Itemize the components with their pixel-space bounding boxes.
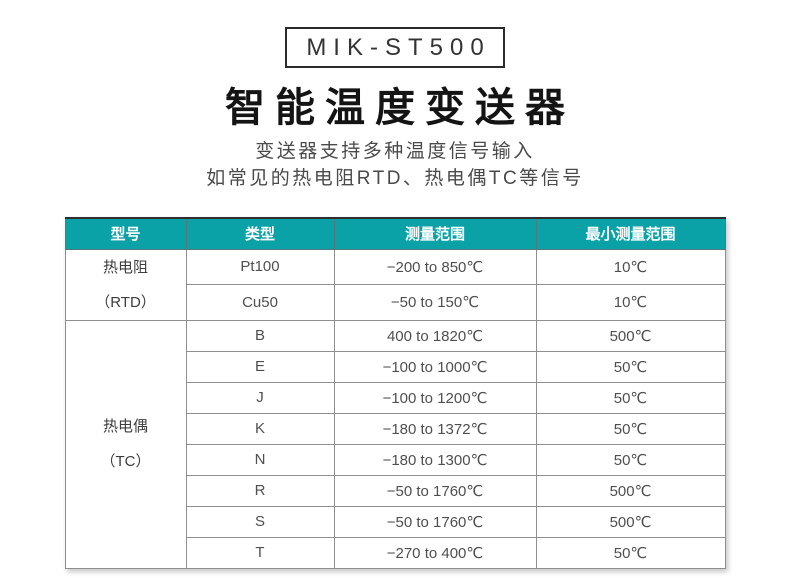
table-row-j: J −100 to 1200℃ 50℃ bbox=[65, 381, 726, 414]
type-cell: T bbox=[185, 536, 335, 569]
range-cell: −50 to 1760℃ bbox=[333, 505, 537, 538]
model-number: MIK-ST500 bbox=[306, 33, 491, 61]
table-row-n: N −180 to 1300℃ 50℃ bbox=[65, 443, 726, 476]
type-cell: K bbox=[185, 412, 335, 445]
type-cell: E bbox=[185, 350, 335, 383]
table-row-t: T −270 to 400℃ 50℃ bbox=[65, 536, 726, 569]
range-cell: −200 to 850℃ bbox=[333, 248, 537, 285]
col-header-model: 型号 bbox=[64, 217, 187, 250]
range-cell: −270 to 400℃ bbox=[333, 536, 537, 569]
subtitle-line-1: 变送器支持多种温度信号输入 bbox=[255, 141, 535, 162]
range-cell: −100 to 1200℃ bbox=[333, 381, 537, 414]
min-range-cell: 50℃ bbox=[535, 381, 726, 414]
table-row-cu50: Cu50 −50 to 150℃ 10℃ bbox=[65, 284, 726, 321]
range-cell: −180 to 1300℃ bbox=[333, 443, 537, 476]
table-row-s: S −50 to 1760℃ 500℃ bbox=[65, 505, 726, 538]
type-cell: J bbox=[185, 381, 335, 414]
type-cell: B bbox=[185, 319, 335, 352]
min-range-cell: 50℃ bbox=[535, 350, 726, 383]
min-range-cell: 50℃ bbox=[535, 412, 726, 445]
model-cell-tc: 热电偶 （TC） bbox=[64, 319, 187, 569]
min-range-cell: 500℃ bbox=[535, 319, 726, 352]
spec-table: 型号 类型 测量范围 最小测量范围 热电阻 （RTD） Pt100 −200 t… bbox=[64, 217, 726, 569]
table-row-b: 热电偶 （TC） B 400 to 1820℃ 500℃ bbox=[64, 319, 726, 569]
col-header-range: 测量范围 bbox=[333, 217, 537, 250]
range-cell: −50 to 150℃ bbox=[333, 284, 537, 321]
model-cell-rtd-line2: （RTD） bbox=[95, 293, 156, 311]
model-cell-rtd-line1: 热电阻 bbox=[102, 258, 148, 276]
table-row-e: E −100 to 1000℃ 50℃ bbox=[65, 350, 726, 383]
col-header-type: 类型 bbox=[185, 217, 335, 250]
type-cell: S bbox=[185, 505, 335, 538]
subtitle-line-2: 如常见的热电阻RTD、热电偶TC等信号 bbox=[206, 168, 584, 189]
min-range-cell: 10℃ bbox=[535, 284, 726, 321]
model-badge: MIK-ST500 bbox=[285, 27, 505, 68]
type-cell: Cu50 bbox=[185, 284, 335, 321]
table-header-row: 型号 类型 测量范围 最小测量范围 bbox=[64, 217, 726, 250]
page-title: 智能温度变送器 bbox=[225, 86, 575, 130]
range-cell: 400 to 1820℃ bbox=[333, 319, 537, 352]
table-row-k: K −180 to 1372℃ 50℃ bbox=[65, 412, 726, 445]
col-header-min-range: 最小测量范围 bbox=[535, 217, 726, 250]
type-cell: Pt100 bbox=[185, 248, 335, 285]
min-range-cell: 500℃ bbox=[535, 474, 726, 507]
model-cell-tc-line2: （TC） bbox=[100, 453, 151, 470]
min-range-cell: 10℃ bbox=[535, 248, 726, 285]
range-cell: −50 to 1760℃ bbox=[333, 474, 537, 507]
min-range-cell: 50℃ bbox=[535, 443, 726, 476]
model-cell-rtd: 热电阻 （RTD） bbox=[64, 248, 187, 321]
type-cell: N bbox=[185, 443, 335, 476]
range-cell: −180 to 1372℃ bbox=[333, 412, 537, 445]
type-cell: R bbox=[185, 474, 335, 507]
min-range-cell: 500℃ bbox=[535, 505, 726, 538]
table-row-r: R −50 to 1760℃ 500℃ bbox=[65, 474, 726, 507]
model-cell-tc-line1: 热电偶 bbox=[102, 418, 148, 435]
range-cell: −100 to 1000℃ bbox=[333, 350, 537, 383]
min-range-cell: 50℃ bbox=[535, 536, 726, 569]
table-row-pt100: 热电阻 （RTD） Pt100 −200 to 850℃ 10℃ bbox=[64, 248, 726, 321]
